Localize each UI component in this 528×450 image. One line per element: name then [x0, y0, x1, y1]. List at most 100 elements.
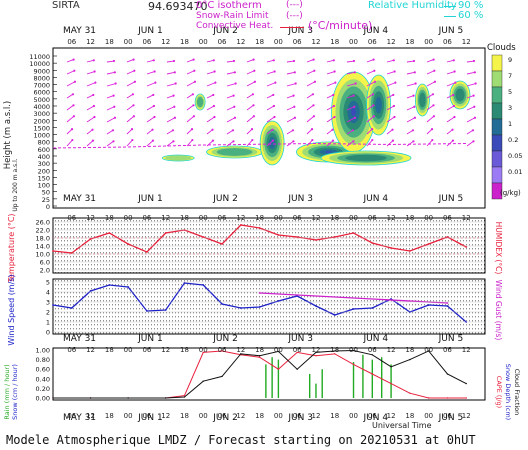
date-label: JUN 5 — [438, 26, 464, 36]
cloud-low-jun2 — [216, 148, 253, 156]
rain-panel-series-point — [221, 375, 223, 378]
wind-arrow-head — [133, 80, 137, 83]
wind-arrow-head — [70, 128, 74, 131]
hour-tick-label: 00 — [274, 412, 283, 420]
wind-arrow — [86, 59, 94, 63]
wind-arrow — [446, 105, 455, 111]
wind-arrow — [186, 59, 194, 63]
temperature-series-point — [108, 232, 111, 234]
rain-panel-series-point — [371, 354, 374, 356]
clouds-legend-label: 0.05 — [508, 152, 522, 160]
clouds-legend-swatch — [491, 70, 503, 88]
wind-arrow — [246, 93, 254, 99]
height-tick-label: 4000 — [33, 103, 50, 111]
wind-arrow-head — [93, 115, 96, 119]
wind-arrow — [86, 82, 96, 87]
hour-tick-label: 06 — [368, 346, 377, 354]
wind-arrow — [186, 70, 195, 75]
wind-arrow — [146, 94, 154, 99]
wind-arrow-head — [393, 70, 396, 73]
rain-panel-series-point — [127, 397, 129, 399]
hour-tick-label: 18 — [180, 346, 189, 354]
wind-arrow — [266, 129, 273, 135]
rain-bar — [265, 364, 267, 398]
wind-arrow — [246, 104, 254, 111]
temperature-panel — [52, 217, 486, 274]
wind-arrow — [366, 93, 374, 99]
temperature-series-point — [296, 236, 299, 238]
wind-arrow — [326, 129, 333, 135]
date-label: JUN 3 — [287, 26, 313, 36]
wind-arrow — [466, 71, 475, 75]
wind-arrow-head — [173, 71, 176, 74]
wind-arrow-head — [291, 129, 295, 132]
wind-arrow — [166, 71, 175, 75]
wind-arrow — [466, 140, 474, 147]
wind-arrow — [146, 105, 155, 111]
wind-arrow — [226, 60, 234, 63]
rain-panel-series-line — [53, 349, 467, 399]
hour-tick-label: 00 — [199, 38, 208, 46]
wind-arrow-head — [92, 93, 95, 97]
wind-arrow — [246, 70, 255, 75]
wind-arrow-head — [214, 81, 217, 84]
wind-arrow-head — [91, 139, 95, 142]
clouds-legend-unit: (g/kg) — [500, 189, 521, 197]
wind-arrow — [106, 71, 115, 75]
cape-axis-label: CAPE (J/g) — [495, 376, 503, 408]
wind-arrow — [246, 128, 253, 135]
wind-arrow — [406, 71, 415, 75]
wind-arrow — [266, 94, 274, 99]
hour-tick-label: 12 — [86, 346, 95, 354]
wind-arrow — [426, 59, 434, 63]
wind-arrow-head — [132, 58, 135, 61]
wind-arrow — [86, 71, 95, 75]
wind-arrow — [306, 70, 315, 75]
wind-series-point — [258, 306, 261, 308]
hour-tick-label: 00 — [349, 214, 358, 222]
rain-panel-series-point — [371, 373, 374, 375]
wind-arrow-head — [352, 140, 355, 143]
wind-arrow-head — [193, 80, 197, 83]
date-label: MAY 31 — [63, 26, 96, 36]
hour-tick-label: 12 — [462, 412, 471, 420]
hour-tick-label: 06 — [67, 412, 76, 420]
wind-arrow-head — [192, 58, 195, 61]
wind-arrow-head — [412, 140, 415, 143]
wind-arrow — [326, 82, 336, 87]
wind-series-point — [446, 302, 449, 304]
hour-tick-label: 06 — [443, 412, 452, 420]
wind-arrow — [166, 106, 175, 111]
wind-series-point — [89, 290, 92, 292]
wind-arrow-head — [112, 94, 115, 97]
wind-arrow — [186, 104, 194, 111]
wind-arrow-head — [274, 81, 277, 84]
hour-tick-label: 12 — [161, 412, 170, 420]
wind-tick-label: 0 — [46, 329, 50, 337]
wind-arrow-head — [71, 93, 75, 96]
wind-arrow — [246, 139, 253, 147]
rain-bar — [321, 369, 323, 398]
hour-tick-label: 00 — [424, 214, 433, 222]
date-label: JUN 5 — [438, 194, 464, 204]
height-tick-label: 8000 — [33, 74, 50, 82]
date-label: JUN 2 — [212, 26, 238, 36]
rh-90-label: 90 % — [458, 0, 484, 11]
wind-arrow — [406, 83, 416, 87]
hour-tick-label: 00 — [124, 412, 133, 420]
wind-arrow-head — [111, 129, 115, 132]
temperature-tick-label: 10.0 — [36, 251, 50, 259]
hour-tick-label: 12 — [161, 346, 170, 354]
wind-arrow-head — [474, 82, 477, 85]
wind-series-point — [183, 282, 186, 284]
hour-tick-label: 00 — [424, 346, 433, 354]
wind-arrow — [246, 115, 255, 123]
cloud-jun4-tower — [351, 108, 356, 116]
hour-tick-label: 18 — [105, 412, 114, 420]
rain-panel-series-point — [446, 397, 449, 399]
clouds-legend-label: 5 — [508, 88, 512, 96]
height-tick-label: 1000 — [33, 132, 50, 140]
hour-tick-label: 06 — [218, 346, 227, 354]
wind-arrow — [146, 82, 156, 87]
wind-series-point — [146, 310, 148, 312]
